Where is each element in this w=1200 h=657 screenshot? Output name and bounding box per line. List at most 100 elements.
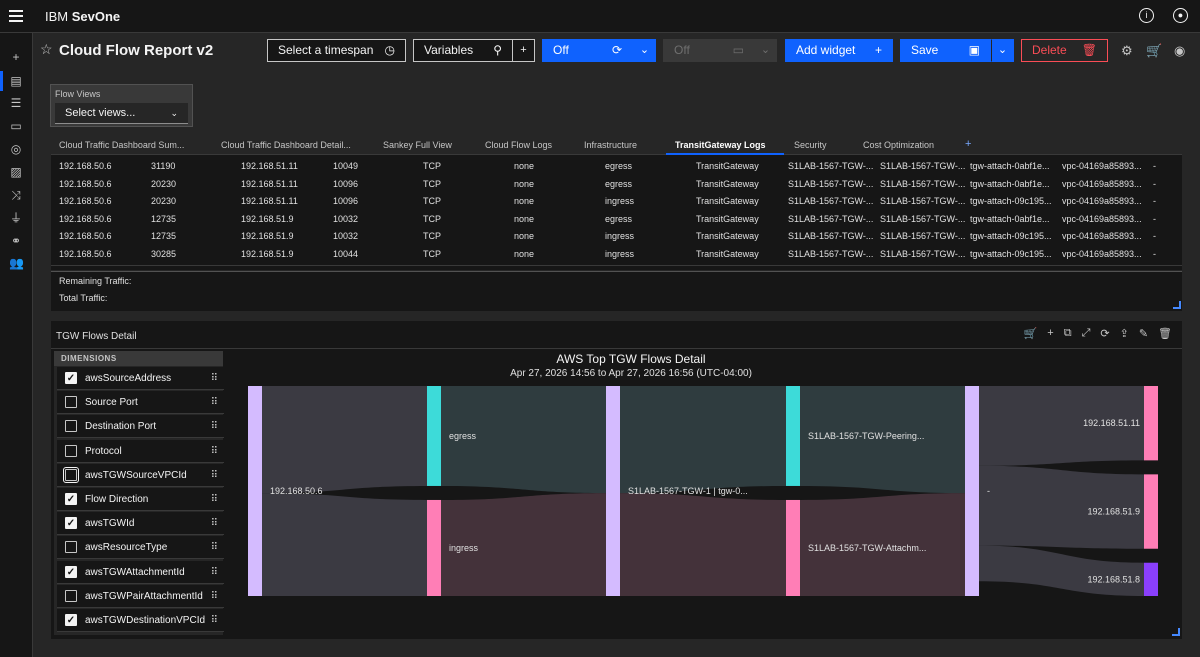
users-icon[interactable]: 👥 xyxy=(9,256,24,270)
dimension-checkbox[interactable] xyxy=(65,420,77,433)
sankey-link[interactable] xyxy=(262,493,427,596)
sankey-link[interactable] xyxy=(441,493,606,596)
sankey-node[interactable] xyxy=(427,499,441,596)
drag-handle-icon[interactable]: ⠿ xyxy=(210,494,218,505)
sankey-node[interactable] xyxy=(248,386,262,596)
maximize-icon[interactable]: ⤢ xyxy=(1081,327,1091,339)
sankey-link[interactable] xyxy=(620,386,786,494)
drag-handle-icon[interactable]: ⠿ xyxy=(210,615,218,626)
hamburger-menu-icon[interactable] xyxy=(9,10,23,25)
dimension-item[interactable]: Destination Port ⠿ xyxy=(57,415,224,439)
devices-icon[interactable]: ▭ xyxy=(10,119,22,133)
sankey-node[interactable] xyxy=(786,386,800,486)
tab-cloud-traffic-summary[interactable]: Cloud Traffic Dashboard Sum... xyxy=(59,140,185,150)
tab-cloud-flow-logs[interactable]: Cloud Flow Logs xyxy=(485,140,553,150)
table-row[interactable]: 192.168.50.6 20230 192.168.51.11 10096 TCP no… xyxy=(51,175,1182,192)
sankey-link[interactable] xyxy=(620,493,786,596)
edit-icon[interactable]: ✎ xyxy=(1138,328,1149,340)
drag-handle-icon[interactable]: ⠿ xyxy=(210,542,218,554)
trash-icon[interactable]: 🗑 xyxy=(1158,328,1172,340)
tab-cloud-traffic-detail[interactable]: Cloud Traffic Dashboard Detail... xyxy=(221,140,351,150)
variables-button[interactable]: Variables ⚲ xyxy=(413,39,513,62)
plug-icon[interactable]: ⏚ xyxy=(9,211,22,225)
sankey-link[interactable] xyxy=(979,386,1144,466)
dimension-checkbox[interactable] xyxy=(65,589,77,602)
dimension-item[interactable]: ✓ awsTGWId ⠿ xyxy=(57,512,224,536)
save-dropdown[interactable]: ⌄ xyxy=(991,39,1014,62)
integrations-icon[interactable]: ⚭ xyxy=(10,234,22,248)
dimension-checkbox[interactable]: ✓ xyxy=(65,372,77,384)
sankey-link[interactable] xyxy=(441,386,606,494)
copy-icon[interactable]: ⧉ xyxy=(1063,327,1072,339)
add-tab-icon[interactable]: + xyxy=(965,138,972,150)
drag-handle-icon[interactable]: ⠿ xyxy=(210,469,218,481)
sankey-node[interactable] xyxy=(786,499,800,596)
tab-transitgateway-logs[interactable]: TransitGateway Logs xyxy=(675,140,766,150)
resize-handle[interactable] xyxy=(1173,301,1181,309)
reports-icon[interactable]: ▤ xyxy=(10,74,22,88)
sankey-node[interactable] xyxy=(1144,474,1158,549)
dimension-item[interactable]: ✓ Flow Direction ⠿ xyxy=(57,488,224,511)
tab-security[interactable]: Security xyxy=(794,140,827,150)
table-row[interactable]: 192.168.50.6 12735 192.168.51.9 10032 TCP non… xyxy=(51,210,1182,227)
auto-refresh-dropdown[interactable]: ⌄ xyxy=(633,39,656,62)
dimension-checkbox[interactable]: ✓ xyxy=(65,614,77,626)
dimension-item[interactable]: awsResourceType ⠿ xyxy=(57,536,224,560)
sankey-node[interactable] xyxy=(1144,386,1158,461)
sankey-node[interactable] xyxy=(427,386,441,486)
favorite-star-icon[interactable]: ☆ xyxy=(40,41,53,57)
table-row[interactable]: 192.168.50.6 30285 192.168.51.9 10044 TCP non… xyxy=(51,245,1182,262)
tab-cost-optimization[interactable]: Cost Optimization xyxy=(863,140,935,150)
drag-handle-icon[interactable]: ⠿ xyxy=(210,373,218,384)
chart-icon[interactable]: ▨ xyxy=(10,165,22,179)
delete-button[interactable]: Delete 🗑 xyxy=(1021,39,1108,62)
dimension-item[interactable]: awsTGWPairAttachmentId ⠿ xyxy=(57,584,224,608)
dimension-checkbox[interactable] xyxy=(63,466,79,483)
sankey-node[interactable] xyxy=(965,386,979,596)
dimension-checkbox[interactable] xyxy=(65,396,77,409)
export-icon[interactable]: ⇪ xyxy=(1119,328,1129,340)
add-icon[interactable]: + xyxy=(12,50,20,64)
tab-infrastructure[interactable]: Infrastructure xyxy=(584,140,638,150)
info-icon[interactable]: i xyxy=(1139,8,1154,23)
dimension-item[interactable]: ✓ awsSourceAddress ⠿ xyxy=(57,367,224,390)
settings-gear-icon[interactable]: ⚙ xyxy=(1121,43,1133,58)
add-variable-button[interactable]: + xyxy=(512,39,535,62)
list-icon[interactable]: ☰ xyxy=(10,96,22,110)
user-avatar-icon[interactable]: ● xyxy=(1173,8,1188,23)
brand-logo[interactable]: IBM SevOne xyxy=(45,9,120,24)
compass-icon[interactable]: ◎ xyxy=(10,142,22,156)
flows-icon[interactable]: ⤨ xyxy=(11,188,21,202)
sankey-link[interactable] xyxy=(800,386,965,494)
drag-handle-icon[interactable]: ⠿ xyxy=(210,590,218,602)
widget-resize-handle[interactable] xyxy=(1172,628,1180,636)
dimension-item[interactable]: ✓ awsTGWAttachmentId ⠿ xyxy=(57,560,224,584)
sankey-link[interactable] xyxy=(262,386,427,494)
dimension-item[interactable]: ✓ awsTGWDestinationVPCId ⠿ xyxy=(57,609,224,632)
dimension-checkbox[interactable]: ✓ xyxy=(65,493,77,505)
dimension-checkbox[interactable]: ✓ xyxy=(65,565,77,578)
sankey-link[interactable] xyxy=(979,465,1144,549)
drag-handle-icon[interactable]: ⠿ xyxy=(210,421,218,433)
table-row[interactable]: 192.168.50.6 12735 192.168.51.9 10032 TCP non… xyxy=(51,227,1182,244)
auto-refresh-select[interactable]: Off ⟳ xyxy=(542,39,633,62)
dimension-item[interactable]: Protocol ⠿ xyxy=(57,439,224,463)
save-button[interactable]: Save ▣ xyxy=(900,39,991,62)
dimension-checkbox[interactable]: ✓ xyxy=(65,517,77,530)
dimension-item[interactable]: Source Port ⠿ xyxy=(57,391,224,415)
dimension-checkbox[interactable] xyxy=(65,444,77,457)
sankey-node[interactable] xyxy=(1144,562,1158,596)
eye-icon[interactable]: ◉ xyxy=(1174,43,1186,58)
tab-sankey-full-view[interactable]: Sankey Full View xyxy=(383,140,452,150)
flow-views-select[interactable]: Select views... ⌄ xyxy=(55,103,188,124)
add-widget-button[interactable]: Add widget + xyxy=(785,39,893,62)
drag-handle-icon[interactable]: ⠿ xyxy=(210,518,218,530)
plus-icon[interactable]: + xyxy=(1047,327,1054,339)
refresh-icon[interactable]: ⟳ xyxy=(1100,328,1110,340)
cart-add-icon[interactable]: 🛒 xyxy=(1023,328,1038,340)
dimension-checkbox[interactable] xyxy=(65,541,77,554)
timespan-button[interactable]: Select a timespan ◷ xyxy=(267,39,406,62)
sankey-link[interactable] xyxy=(979,545,1144,596)
drag-handle-icon[interactable]: ⠿ xyxy=(210,445,218,457)
sankey-node[interactable] xyxy=(606,386,620,596)
